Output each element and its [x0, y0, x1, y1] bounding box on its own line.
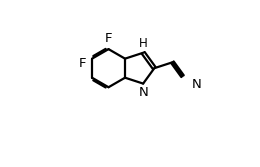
- Text: N: N: [138, 86, 148, 99]
- Text: F: F: [105, 32, 112, 45]
- Text: H: H: [139, 37, 147, 50]
- Text: F: F: [79, 57, 87, 70]
- Text: N: N: [192, 78, 202, 91]
